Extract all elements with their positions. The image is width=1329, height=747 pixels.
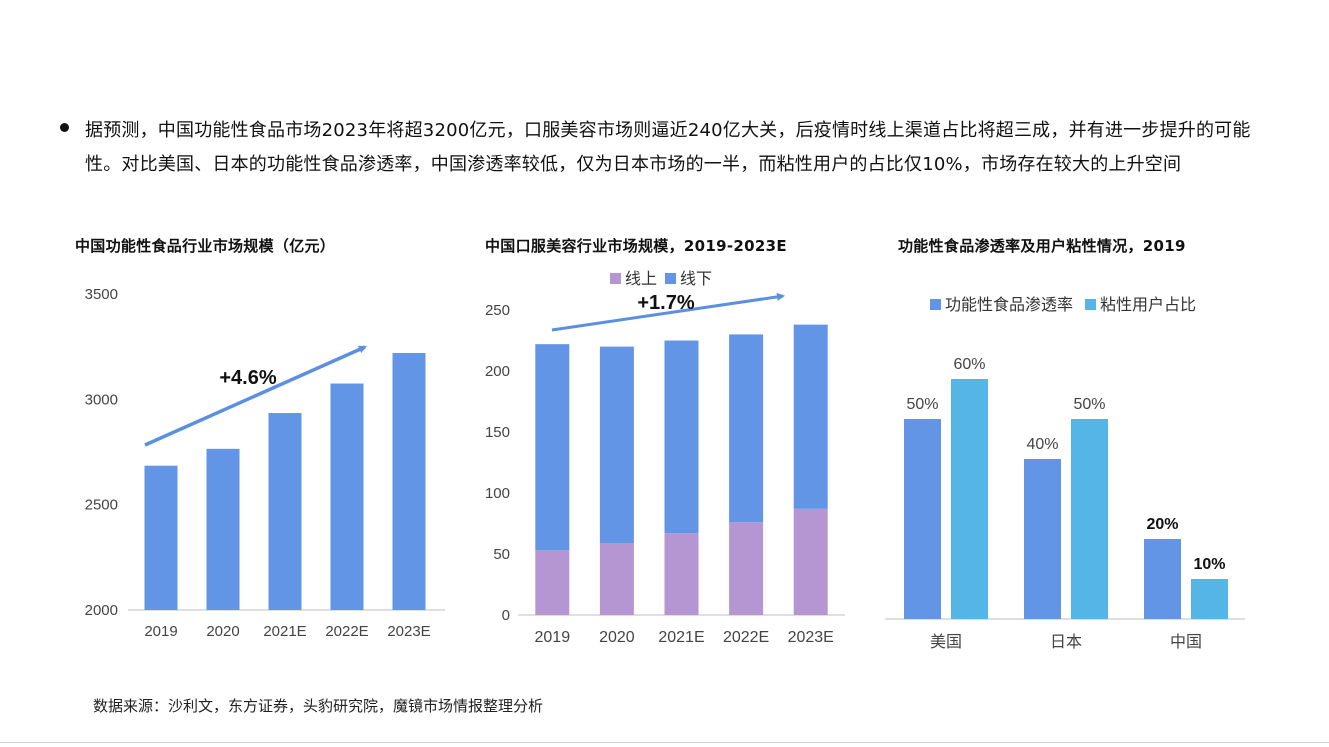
chart2-oral-beauty: 线上 线下 0 50 100 150 200 250 2019 2020 2021E 2022E 202… <box>485 270 845 646</box>
chart2-trend-arrow <box>551 292 785 332</box>
chart3-bar <box>1024 459 1061 619</box>
chart3-data-label: 10% <box>1193 556 1225 573</box>
bottom-divider <box>0 742 1329 743</box>
chart2-xtick-label: 2022E <box>723 629 769 646</box>
chart1-ytick-label: 3000 <box>85 391 118 408</box>
chart3-bar <box>1144 539 1181 619</box>
chart3-legend-label: 功能性食品渗透率 <box>945 296 1073 314</box>
chart3-bar <box>951 379 988 619</box>
chart2-bar-online <box>793 508 828 615</box>
chart3-legend-swatch <box>930 299 941 310</box>
chart3-data-label: 50% <box>1073 396 1105 413</box>
chart1-bar <box>330 383 364 610</box>
chart2-bar-offline <box>729 334 764 523</box>
chart1-bar <box>144 465 178 610</box>
chart2-ytick-label: 150 <box>485 424 510 441</box>
bullet-dot-icon <box>60 123 69 132</box>
chart3-bar <box>1071 419 1108 619</box>
chart1-xtick-label: 2021E <box>263 623 306 640</box>
chart2-bar-online <box>599 543 634 615</box>
chart2-xtick-label: 2019 <box>535 629 571 646</box>
chart2-ytick-label: 200 <box>485 363 510 380</box>
chart3-xtick-label: 中国 <box>1170 633 1202 651</box>
chart2-legend-label: 线上 <box>625 270 657 288</box>
chart1-ytick-label: 2500 <box>85 497 118 514</box>
summary-text: 据预测，中国功能性食品市场2023年将超3200亿元，口服美容市场则逼近240亿… <box>85 120 1251 175</box>
chart2-legend-label: 线下 <box>680 270 712 288</box>
chart2-growth-label: +1.7% <box>637 292 694 314</box>
chart1-ytick-label: 3500 <box>85 286 118 303</box>
source-note: 数据来源：沙利文，东方证券，头豹研究院，魔镜市场情报整理分析 <box>93 697 544 715</box>
chart1-bar <box>206 448 240 610</box>
chart3-data-label: 50% <box>906 396 938 413</box>
chart1-xtick-label: 2023E <box>387 623 430 640</box>
chart2-xtick-label: 2021E <box>658 629 704 646</box>
summary-bullet: 据预测，中国功能性食品市场2023年将超3200亿元，口服美容市场则逼近240亿… <box>60 114 1260 182</box>
chart2-bar-offline <box>535 344 570 551</box>
chart1-bar <box>268 413 302 610</box>
chart3-xtick-label: 美国 <box>930 633 962 651</box>
chart2-legend-swatch <box>610 273 621 284</box>
chart2-ytick-label: 0 <box>502 607 510 624</box>
chart2-bar-offline <box>793 324 828 509</box>
chart2-xtick-label: 2020 <box>599 629 635 646</box>
chart3-title: 功能性食品渗透率及用户粘性情况，2019 <box>898 237 1186 255</box>
chart2-bar-offline <box>664 340 699 534</box>
chart3-bar <box>1191 579 1228 619</box>
chart2-title: 中国口服美容行业市场规模，2019-2023E <box>485 237 787 255</box>
chart2-legend-swatch <box>665 273 676 284</box>
chart3-legend-swatch <box>1085 299 1096 310</box>
chart1-xtick-label: 2022E <box>325 623 368 640</box>
chart3-data-label: 40% <box>1026 436 1058 453</box>
chart1-growth-label: +4.6% <box>219 367 276 389</box>
chart1-trend-arrow <box>144 345 367 447</box>
chart2-xtick-label: 2023E <box>788 629 834 646</box>
chart3-legend-label: 粘性用户占比 <box>1100 296 1196 314</box>
chart3-bar <box>904 419 941 619</box>
chart2-bar-online <box>664 533 699 615</box>
chart3-xtick-label: 日本 <box>1050 633 1082 651</box>
chart2-ytick-label: 250 <box>485 302 510 319</box>
chart2-ytick-label: 50 <box>493 546 510 563</box>
chart3-penetration: 功能性食品渗透率 粘性用户占比 50% 60% 美国 40% 50% 日本 20% 10% 中国 <box>885 296 1245 651</box>
chart1-title: 中国功能性食品行业市场规模（亿元） <box>75 237 336 255</box>
chart1-ytick-label: 2000 <box>85 602 118 619</box>
chart1-xtick-label: 2020 <box>206 623 239 640</box>
chart3-data-label: 60% <box>953 356 985 373</box>
chart1-xtick-label: 2019 <box>144 623 177 640</box>
chart2-bar-online <box>729 522 764 615</box>
chart2-bar-online <box>535 550 570 615</box>
chart2-ytick-label: 100 <box>485 485 510 502</box>
chart2-bar-offline <box>599 346 634 544</box>
chart1-market-size: 2000 2500 3000 3500 2019 2020 2021E 2022E 2023E +… <box>85 286 445 640</box>
chart3-data-label: 20% <box>1146 516 1178 533</box>
chart1-bar <box>392 352 426 610</box>
